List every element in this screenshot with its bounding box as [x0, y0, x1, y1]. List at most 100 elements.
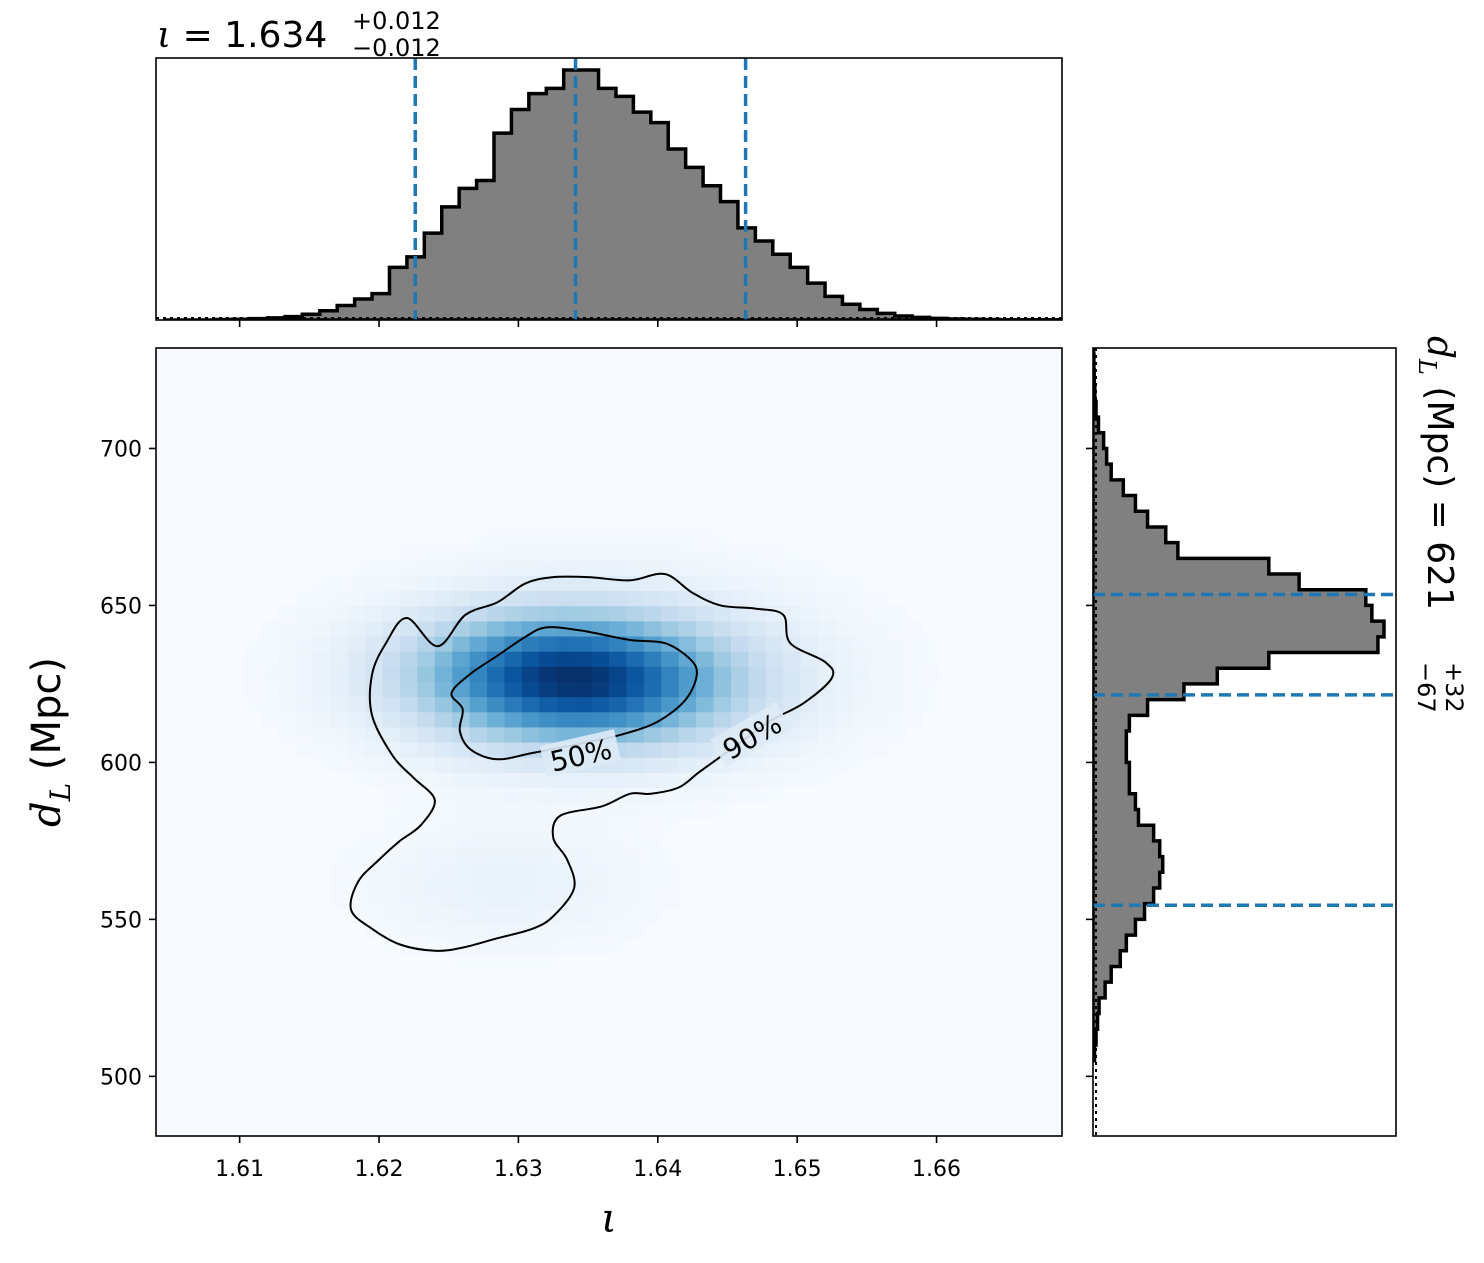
heatmap-cell: [643, 635, 662, 652]
heatmap-cell: [852, 635, 871, 652]
heatmap-cell: [504, 529, 523, 546]
heatmap-cell: [643, 832, 662, 849]
heatmap-cell: [539, 893, 558, 910]
heatmap-cell: [626, 772, 645, 789]
heatmap-cell: [609, 848, 628, 864]
heatmap-cell: [295, 711, 314, 728]
heatmap-cell: [661, 742, 680, 758]
y-axis-label-rest: (Mpc): [24, 657, 70, 783]
heatmap-cell: [556, 908, 575, 925]
heatmap-cell: [696, 757, 715, 773]
heatmap-cell: [852, 605, 871, 622]
y-tick-label: 550: [100, 908, 142, 933]
heatmap-cell: [887, 635, 906, 652]
heatmap-cell: [852, 651, 871, 667]
heatmap-cell: [295, 666, 314, 682]
heatmap-cell: [452, 863, 471, 879]
heatmap-cell: [521, 651, 540, 667]
heatmap-cell: [469, 832, 488, 849]
heatmap-cell: [504, 954, 523, 970]
heatmap-cell: [382, 878, 401, 895]
heatmap-cell: [748, 666, 767, 682]
heatmap-cell: [487, 939, 506, 955]
heatmap-cell: [748, 651, 767, 667]
heatmap-cell: [382, 863, 401, 879]
heatmap-cell: [887, 620, 906, 637]
heatmap-cell: [330, 620, 349, 637]
heatmap-cell: [434, 757, 453, 773]
heatmap-cell: [365, 757, 384, 773]
heatmap-cell: [730, 620, 749, 637]
heatmap-cell: [591, 787, 610, 804]
heatmap-cell: [696, 802, 715, 819]
right-title-rest: (Mpc) = 621: [1419, 375, 1460, 610]
heatmap-cell: [504, 848, 523, 864]
heatmap-cell: [539, 605, 558, 622]
heatmap-cell: [678, 605, 697, 622]
heatmap-cell: [382, 560, 401, 576]
heatmap-cell: [905, 711, 924, 728]
heatmap-cell: [852, 681, 871, 698]
heatmap-cell: [835, 590, 854, 607]
heatmap-cell: [730, 772, 749, 789]
heatmap-cell: [696, 560, 715, 576]
heatmap-cell: [574, 681, 593, 698]
heatmap-cell: [922, 696, 941, 713]
heatmap-cell: [417, 666, 436, 682]
heatmap-cell: [748, 772, 767, 789]
heatmap-cell: [487, 590, 506, 607]
heatmap-cell: [434, 832, 453, 849]
heatmap-cell: [365, 666, 384, 682]
heatmap-cell: [312, 620, 331, 637]
right-title-plus: +32: [1440, 662, 1468, 713]
heatmap-cell: [469, 696, 488, 713]
heatmap-cell: [922, 681, 941, 698]
heatmap-cell: [382, 681, 401, 698]
heatmap-cell: [643, 620, 662, 637]
heatmap-cell: [713, 575, 732, 592]
heatmap-cell: [609, 908, 628, 925]
heatmap-cell: [365, 575, 384, 592]
heatmap-cell: [556, 635, 575, 652]
heatmap-cell: [243, 696, 262, 713]
heatmap-cell: [417, 681, 436, 698]
heatmap-cell: [469, 908, 488, 925]
heatmap-cell: [591, 832, 610, 849]
heatmap-cell: [591, 651, 610, 667]
heatmap-cell: [678, 802, 697, 819]
heatmap-cell: [382, 802, 401, 819]
heatmap-cell: [504, 726, 523, 743]
heatmap-cell: [661, 651, 680, 667]
heatmap-cell: [643, 696, 662, 713]
heatmap-cell: [277, 635, 296, 652]
right-marginal-panel: dL (Mpc) = 621 +32 −67: [1086, 336, 1468, 1137]
heatmap-cell: [765, 635, 784, 652]
heatmap-cell: [539, 772, 558, 789]
right-title-sub: L: [1413, 358, 1441, 375]
heatmap-cell: [539, 560, 558, 576]
heatmap-cell: [835, 635, 854, 652]
y-tick-label: 650: [100, 594, 142, 619]
heatmap-cell: [504, 863, 523, 879]
heatmap-cell: [574, 545, 593, 561]
heatmap-cell: [783, 742, 802, 758]
heatmap-cell: [696, 620, 715, 637]
heatmap-cell: [417, 802, 436, 819]
heatmap-cell: [765, 575, 784, 592]
heatmap-cell: [417, 711, 436, 728]
heatmap-cell: [783, 681, 802, 698]
heatmap-cell: [539, 651, 558, 667]
heatmap-cell: [452, 681, 471, 698]
heatmap-cell: [852, 696, 871, 713]
heatmap-cell: [643, 545, 662, 561]
heatmap-cell: [330, 605, 349, 622]
contour-50pct: [450, 626, 698, 761]
heatmap-cell: [469, 863, 488, 879]
heatmap-cell: [382, 908, 401, 925]
heatmap-cell: [609, 893, 628, 910]
heatmap-cell: [730, 681, 749, 698]
heatmap-cell: [399, 590, 418, 607]
heatmap-cell: [330, 666, 349, 682]
right-histogram: [1093, 348, 1386, 1136]
heatmap-cell: [260, 651, 279, 667]
